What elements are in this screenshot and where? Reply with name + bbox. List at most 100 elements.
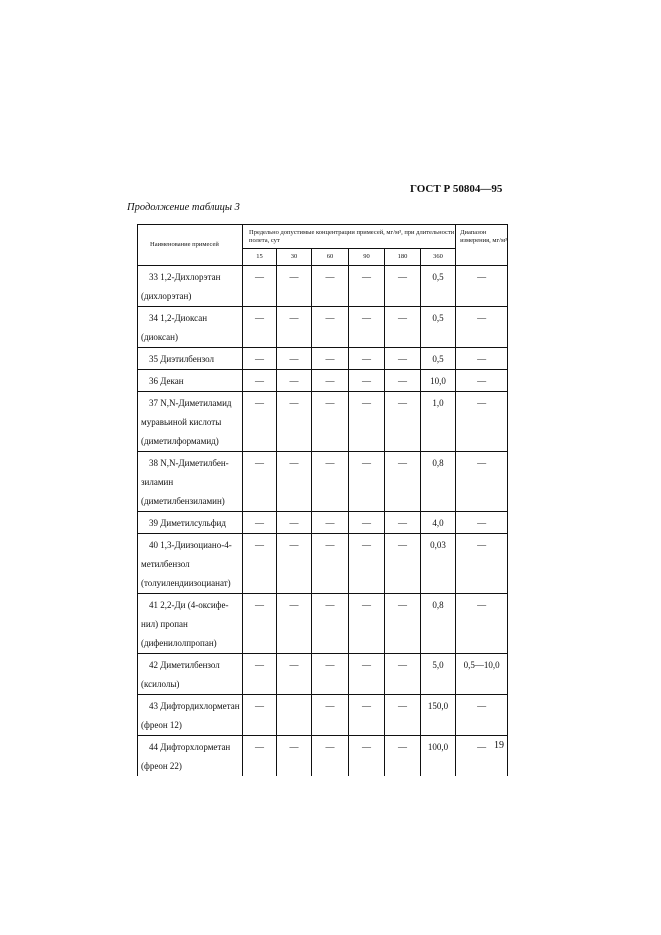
concentration-cell: — <box>242 653 277 695</box>
concentration-cell: — <box>348 347 385 370</box>
impurity-name-line: (толуилендиизоцианат) <box>141 578 231 588</box>
impurity-name-line: муравьиной кислоты <box>141 417 222 427</box>
concentration-cell: 150,0 <box>419 694 457 736</box>
concentration-cell: — <box>311 347 349 370</box>
concentration-cell: 4,0 <box>419 511 457 534</box>
impurity-name-line: 33 1,2-Дихлорэтан <box>149 272 221 282</box>
header-duration: 60 <box>311 248 349 266</box>
concentration-cell: 0,8 <box>419 451 457 512</box>
impurity-name-line: (диметилформамид) <box>141 436 219 446</box>
concentration-cell: — <box>348 451 385 512</box>
header-range: Диапазон измерения, мг/м³ <box>455 224 509 266</box>
impurity-name-line: 41 2,2-Ди (4-оксифе- <box>149 600 229 610</box>
concentration-cell: — <box>242 306 277 348</box>
concentration-cell: 0,5 <box>419 306 457 348</box>
concentration-cell: — <box>311 653 349 695</box>
concentration-cell: — <box>242 593 277 654</box>
table-row: 35 Диэтилбензол — — — — —0,5— <box>137 347 509 370</box>
table-row: 36 Декан — — — — —10,0— <box>137 369 509 392</box>
range-cell: — <box>455 694 509 736</box>
impurity-name-line: зиламин <box>141 477 174 487</box>
concentration-cell: — <box>242 451 277 512</box>
range-cell: — <box>455 593 509 654</box>
concentration-cell: — <box>242 511 277 534</box>
concentration-cell: 10,0 <box>419 369 457 392</box>
range-cell: — <box>455 511 509 534</box>
impurity-name-line: 40 1,3-Диизоциано-4- <box>149 540 232 550</box>
concentration-cell: 0,5 <box>419 347 457 370</box>
table-row: 37 N,N-Диметиламид муравьиной кислоты (дим… <box>137 391 509 452</box>
concentration-cell: — <box>276 533 312 594</box>
concentration-cell: — <box>384 306 421 348</box>
impurity-name-line: 42 Диметилбензол <box>149 660 220 670</box>
impurity-name-line: нил) пропан <box>141 619 188 629</box>
concentration-cell: — <box>242 347 277 370</box>
impurity-name-line: (дихлорэтан) <box>141 291 192 301</box>
concentration-cell: — <box>276 593 312 654</box>
concentration-cell: — <box>242 694 277 736</box>
range-cell: — <box>455 265 509 307</box>
concentration-cell: — <box>348 265 385 307</box>
concentration-cell: — <box>311 391 349 452</box>
concentration-cell: — <box>311 511 349 534</box>
concentration-cell <box>276 694 312 736</box>
concentration-cell: — <box>311 694 349 736</box>
header-duration: 180 <box>384 248 421 266</box>
concentration-cell: — <box>384 511 421 534</box>
impurity-name-line: 39 Диметилсульфид <box>149 518 226 528</box>
impurity-name-line: 34 1,2-Диоксан <box>149 313 208 323</box>
range-cell: — <box>455 306 509 348</box>
concentration-cell: — <box>384 694 421 736</box>
impurity-table: Наименование примесей Предельно допустим… <box>137 224 509 776</box>
table-caption: Продолжение таблицы 3 <box>127 202 240 213</box>
impurity-name-line: (диметилбензиламин) <box>141 496 225 506</box>
impurity-name: 44 Дифторхлорметан (фреон 22) <box>137 735 243 776</box>
concentration-cell: — <box>384 347 421 370</box>
impurity-name-line: (фреон 22) <box>141 761 182 771</box>
concentration-cell: — <box>242 735 277 776</box>
page-number: 19 <box>494 740 504 751</box>
concentration-cell: — <box>384 653 421 695</box>
concentration-cell: — <box>242 369 277 392</box>
document-id: ГОСТ Р 50804—95 <box>410 183 503 195</box>
impurity-name: 36 Декан <box>137 369 243 392</box>
concentration-cell: — <box>311 451 349 512</box>
concentration-cell: — <box>348 593 385 654</box>
range-cell: — <box>455 391 509 452</box>
concentration-cell: — <box>242 533 277 594</box>
concentration-cell: — <box>348 369 385 392</box>
impurity-name-line: (дифенилолпропан) <box>141 638 217 648</box>
impurity-name-line: метилбензол <box>141 559 190 569</box>
concentration-cell: — <box>348 694 385 736</box>
impurity-name: 38 N,N-Диметилбен-зиламин (диметилбензила… <box>137 451 243 512</box>
concentration-cell: — <box>384 593 421 654</box>
concentration-cell: — <box>276 511 312 534</box>
concentration-cell: — <box>384 265 421 307</box>
impurity-name: 43 Дифтордихлорметан (фреон 12) <box>137 694 243 736</box>
impurity-name: 34 1,2-Диоксан (диоксан) <box>137 306 243 348</box>
concentration-cell: — <box>242 265 277 307</box>
table-row: 34 1,2-Диоксан (диоксан) — — — — —0,5— <box>137 306 509 348</box>
range-cell: — <box>455 347 509 370</box>
concentration-cell: — <box>276 391 312 452</box>
impurity-name: 33 1,2-Дихлорэтан (дихлорэтан) <box>137 265 243 307</box>
impurity-name-line: (диоксан) <box>141 332 178 342</box>
range-cell: — <box>455 369 509 392</box>
header-duration: 360 <box>419 248 457 266</box>
impurity-name: 39 Диметилсульфид <box>137 511 243 534</box>
table-row: 33 1,2-Дихлорэтан (дихлорэтан) — — — — —0,5— <box>137 265 509 307</box>
concentration-cell: — <box>384 391 421 452</box>
concentration-cell: — <box>348 653 385 695</box>
impurity-name-line: 44 Дифторхлорметан <box>149 742 231 752</box>
concentration-cell: — <box>276 735 312 776</box>
concentration-cell: — <box>311 593 349 654</box>
concentration-cell: 5,0 <box>419 653 457 695</box>
table-row: 44 Дифторхлорметан (фреон 22) — — — — —100,0— <box>137 735 509 776</box>
concentration-cell: — <box>311 735 349 776</box>
header-concentration: Предельно допустимые концентрации примес… <box>241 224 457 249</box>
table-row: 40 1,3-Диизоциано-4- метилбензол (толуилен… <box>137 533 509 594</box>
table-row: 41 2,2-Ди (4-оксифе-нил) пропан (дифенило… <box>137 593 509 654</box>
impurity-name: 40 1,3-Диизоциано-4- метилбензол (толуилен… <box>137 533 243 594</box>
concentration-cell: — <box>384 451 421 512</box>
concentration-cell: — <box>276 347 312 370</box>
